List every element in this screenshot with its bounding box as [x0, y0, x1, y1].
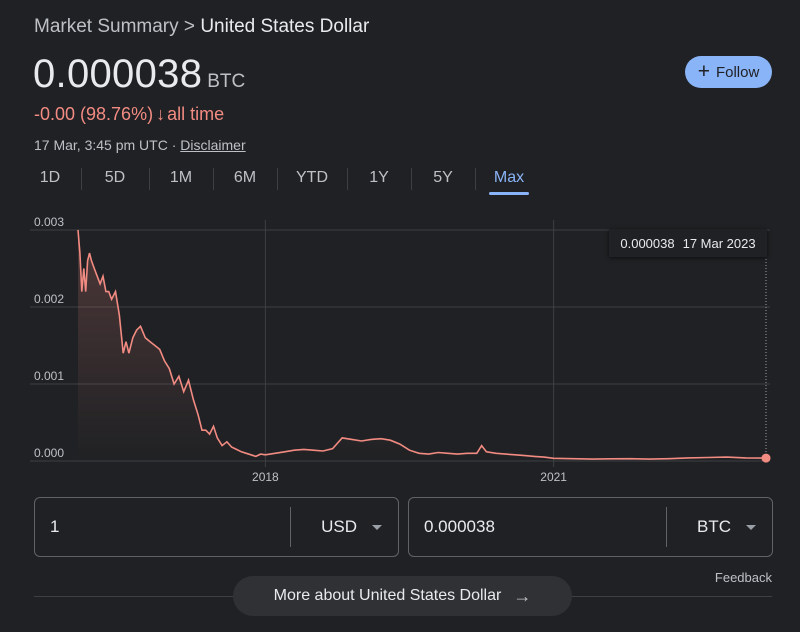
chart-area-fill [78, 230, 766, 461]
feedback-link[interactable]: Feedback [714, 570, 772, 585]
tab-1m[interactable]: 1M [149, 163, 213, 193]
tab-ytd[interactable]: YTD [277, 163, 347, 193]
tab-1d[interactable]: 1D [19, 163, 81, 193]
tab-label: Max [493, 169, 525, 186]
price-meta: 17 Mar, 3:45 pm UTC · Disclaimer [34, 137, 246, 153]
more-about-button[interactable]: More about United States Dollar → [233, 576, 572, 616]
price-unit: BTC [207, 71, 246, 92]
price-display: 0.000038 BTC [33, 52, 245, 97]
x-tick-label: 2018 [252, 470, 279, 484]
arrow-down-icon: ↓ [156, 104, 166, 124]
tab-label: 1M [169, 169, 193, 186]
tooltip-date: 17 Mar 2023 [682, 235, 756, 251]
from-currency-select[interactable]: USD [291, 517, 398, 537]
tooltip-value: 0.000038 [620, 235, 675, 251]
follow-button[interactable]: + Follow [685, 56, 772, 88]
breadcrumb-parent-link[interactable]: Market Summary [34, 16, 179, 37]
converter-to: 0.000038 BTC [408, 497, 773, 557]
breadcrumb-current: United States Dollar [200, 16, 370, 37]
tab-label: 1Y [369, 169, 389, 186]
change-period: all time [167, 104, 225, 124]
meta-separator: · [171, 137, 177, 153]
arrow-right-icon: → [513, 585, 532, 606]
tab-label: YTD [296, 169, 328, 186]
y-tick-label: 0.002 [34, 292, 64, 306]
y-tick-label: 0.003 [34, 215, 64, 229]
follow-label: Follow [715, 63, 760, 81]
change-value: -0.00 (98.76%) [34, 104, 154, 124]
tab-1y[interactable]: 1Y [347, 163, 411, 193]
more-about-label: More about United States Dollar [273, 587, 502, 604]
time-range-tabs: 1D 5D 1M 6M YTD 1Y 5Y Max [19, 163, 543, 197]
chart-cursor-dot [761, 453, 771, 463]
from-amount-input[interactable]: 1 [50, 517, 60, 536]
chart-series-line [77, 229, 767, 460]
converter-from: 1 USD [34, 497, 399, 557]
tab-label: 5Y [433, 169, 453, 186]
caret-down-icon [746, 524, 756, 530]
price-chart[interactable]: 0.000 0.001 0.002 0.003 2018 2021 [0, 200, 800, 490]
price-value: 0.000038 [33, 52, 203, 96]
price-change: -0.00 (98.76%) ↓ all time [34, 104, 224, 125]
to-amount-input[interactable]: 0.000038 [424, 517, 495, 536]
caret-down-icon [372, 524, 382, 530]
tab-max[interactable]: Max [475, 163, 543, 193]
from-currency-label: USD [321, 517, 357, 536]
tab-5d[interactable]: 5D [81, 163, 149, 193]
plus-icon: + [697, 59, 710, 83]
tab-5y[interactable]: 5Y [411, 163, 475, 193]
tab-6m[interactable]: 6M [213, 163, 277, 193]
disclaimer-link[interactable]: Disclaimer [180, 137, 246, 153]
converter-divider [290, 507, 292, 547]
tab-label: 1D [39, 169, 61, 186]
to-currency-select[interactable]: BTC [667, 517, 772, 537]
tab-label: 6M [233, 169, 257, 186]
to-currency-label: BTC [697, 517, 731, 536]
timestamp: 17 Mar, 3:45 pm UTC [34, 137, 168, 153]
chart-tooltip: 0.000038 17 Mar 2023 [609, 229, 767, 257]
breadcrumb: Market Summary > United States Dollar [34, 16, 369, 38]
converter-divider [666, 507, 667, 547]
tab-label: 5D [104, 169, 126, 186]
breadcrumb-separator: > [183, 16, 196, 37]
y-tick-label: 0.001 [34, 369, 64, 383]
y-tick-label: 0.000 [34, 446, 64, 460]
x-tick-label: 2021 [540, 470, 567, 484]
